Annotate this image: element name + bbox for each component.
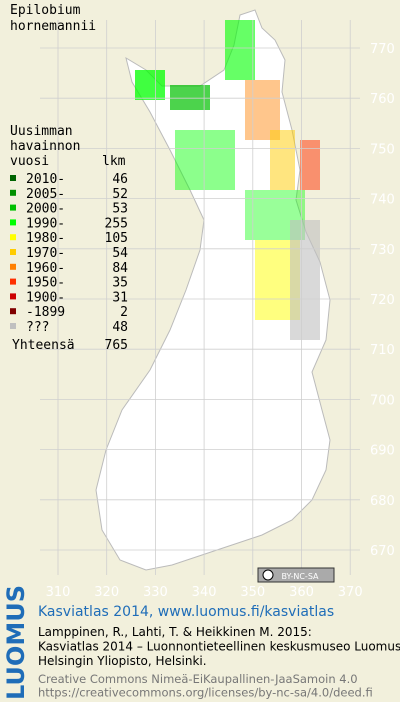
grid: 770 760 750 740 730 720 710 700 690 680 670 310 320 3… [40,20,395,600]
y-tick-label: 680 [370,494,395,509]
legend-count: 54 [112,246,128,261]
title-line: Epilobium [10,3,81,18]
legend-label: 1960- [26,261,65,276]
y-tick-label: 710 [370,343,395,358]
y-tick-label: 730 [370,243,395,258]
legend-swatch [10,175,16,181]
legend-count: 2 [120,305,128,320]
legend-swatch [10,189,16,196]
license-line: https://creativecommons.org/licenses/by-… [38,686,373,700]
citation-line: Kasviatlas 2014 – Luonnontieteellinen ke… [38,640,400,654]
occurrence-area [175,130,235,190]
title-line: hornemannii [10,19,96,34]
legend-swatch [10,234,16,241]
legend-swatch [10,308,16,315]
occurrence-area [170,85,210,110]
x-tick-label: 310 [46,585,71,600]
legend-count: 46 [112,172,128,187]
x-tick-label: 360 [289,585,314,600]
x-tick-label: 350 [240,585,265,600]
legend-count: 84 [112,261,128,276]
logo: LUOMUS [2,585,30,700]
legend-count-heading: lkm [102,154,126,169]
legend-count: 53 [112,202,128,217]
legend-heading: Uusimman [10,124,73,139]
occurrence-area [300,140,320,190]
legend-swatch [10,219,16,226]
legend-swatch [10,263,16,270]
legend-label: -1899 [26,305,65,320]
legend-swatch [10,249,16,255]
badge-box [257,567,335,583]
legend-count: 31 [112,290,128,305]
legend-swatch [10,204,16,211]
link[interactable]: Kasviatlas 2014, www.luomus.fi/kasviatla… [38,604,334,620]
y-tick-label: 690 [370,444,395,459]
y-tick-label: 670 [370,544,395,559]
legend-swatch [10,323,16,329]
occurrence-areas [135,20,320,340]
occurrence-area [290,220,320,340]
y-tick-label: 720 [370,293,395,308]
credits: Lamppinen, R., Lahti, T. & Heikkinen M. … [38,625,400,700]
y-tick-label: 750 [370,142,395,157]
license-badge: BY-NC-SA [257,567,335,583]
y-tick-label: 770 [370,42,395,57]
x-tick-label: 320 [94,585,119,600]
legend-count: 255 [105,216,128,231]
citation-line: Helsingin Yliopisto, Helsinki. [38,654,207,668]
legend-count: 48 [112,320,128,335]
legend-swatch [10,278,16,285]
x-tick-label: 340 [192,585,217,600]
legend-count: 52 [112,187,128,202]
occurrence-area [270,130,295,190]
cc-icon [262,569,274,581]
legend-label: ??? [26,320,49,335]
y-tick-label: 760 [370,92,395,107]
total-count: 765 [105,338,128,353]
legend-label: 2010- [26,172,65,187]
legend-label: 2000- [26,202,65,217]
total-label: Yhteensä [12,338,75,353]
y-tick-label: 700 [370,393,395,408]
occurrence-area [225,20,255,80]
citation-line: Lamppinen, R., Lahti, T. & Heikkinen M. … [38,625,312,639]
x-tick-label: 330 [143,585,168,600]
badge-text: BY-NC-SA [281,572,319,581]
legend-swatch [10,293,16,300]
legend-count: 105 [105,231,128,246]
legend-label: 1950- [26,276,65,291]
legend-heading: vuosi [10,154,49,169]
legend-label: 1980- [26,231,65,246]
y-tick-label: 740 [370,193,395,208]
legend-label: 2005- [26,187,65,202]
legend-label: 1900- [26,290,65,305]
legend-count: 35 [112,276,128,291]
license-line: Creative Commons Nimeä-EiKaupallinen-Jaa… [38,672,358,686]
x-tick-label: 370 [338,585,363,600]
legend-heading: havainnon [10,139,80,154]
occurrence-area [135,70,165,100]
legend-label: 1970- [26,246,65,261]
legend-label: 1990- [26,216,65,231]
